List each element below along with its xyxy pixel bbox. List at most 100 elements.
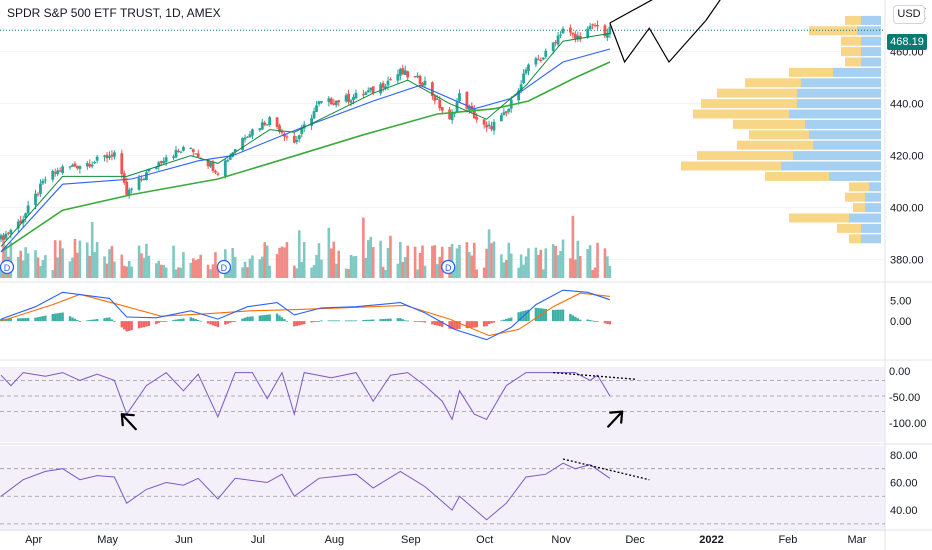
candle-body[interactable] — [265, 124, 269, 126]
candle-body[interactable] — [263, 122, 267, 125]
candle-body[interactable] — [519, 84, 523, 91]
candle-body[interactable] — [591, 24, 594, 26]
candle-body[interactable] — [379, 84, 383, 94]
candle-body[interactable] — [159, 161, 163, 164]
candle-body[interactable] — [381, 82, 385, 88]
candle-body[interactable] — [554, 42, 558, 44]
currency-button[interactable]: USD — [893, 5, 925, 24]
macd-pane[interactable] — [0, 289, 612, 341]
candle-body[interactable] — [573, 34, 577, 39]
candle-body[interactable] — [76, 165, 79, 169]
candle-body[interactable] — [258, 128, 262, 131]
candle-body[interactable] — [231, 152, 235, 157]
annotation-arrow[interactable] — [120, 413, 137, 431]
candle-body[interactable] — [556, 35, 560, 45]
candle-body[interactable] — [56, 170, 60, 175]
candle-body[interactable] — [421, 83, 424, 86]
candle-body[interactable] — [241, 138, 244, 151]
candle-body[interactable] — [191, 149, 195, 153]
candle-body[interactable] — [78, 166, 82, 169]
candle-body[interactable] — [588, 25, 592, 30]
candle-body[interactable] — [206, 159, 210, 167]
candle-body[interactable] — [251, 129, 254, 136]
candle-body[interactable] — [310, 118, 313, 126]
candle-body[interactable] — [435, 98, 439, 100]
candle-body[interactable] — [53, 172, 57, 174]
candle-body[interactable] — [522, 73, 525, 84]
candle-body[interactable] — [559, 34, 562, 36]
candle-body[interactable] — [507, 108, 511, 112]
candle-body[interactable] — [527, 64, 530, 71]
candle-body[interactable] — [125, 181, 129, 195]
projection-zigzag[interactable] — [609, 20, 707, 64]
candle-body[interactable] — [364, 92, 368, 96]
candle-body[interactable] — [174, 149, 178, 158]
candle-body[interactable] — [211, 162, 215, 171]
candle-body[interactable] — [268, 117, 272, 125]
candle-body[interactable] — [130, 188, 134, 190]
annotation-arrow[interactable] — [607, 410, 624, 428]
candle-body[interactable] — [475, 117, 479, 120]
candle-body[interactable] — [260, 122, 264, 130]
candle-body[interactable] — [283, 133, 286, 137]
candle-body[interactable] — [398, 68, 402, 76]
candle-body[interactable] — [337, 100, 341, 103]
candle-body[interactable] — [418, 75, 422, 84]
candle-body[interactable] — [73, 163, 77, 167]
candle-body[interactable] — [369, 87, 373, 91]
candle-body[interactable] — [458, 93, 461, 101]
candle-body[interactable] — [162, 161, 166, 164]
candle-body[interactable] — [571, 32, 575, 35]
candle-body[interactable] — [605, 33, 609, 38]
candle-body[interactable] — [453, 112, 456, 114]
candle-body[interactable] — [108, 155, 111, 158]
candle-body[interactable] — [502, 112, 506, 116]
candle-body[interactable] — [403, 70, 407, 75]
candle-body[interactable] — [16, 221, 20, 229]
candle-body[interactable] — [103, 155, 106, 157]
candle-body[interactable] — [406, 71, 410, 78]
candle-body[interactable] — [39, 183, 42, 194]
candle-body[interactable] — [413, 76, 417, 78]
candle-body[interactable] — [450, 113, 454, 121]
candle-body[interactable] — [389, 79, 392, 81]
candle-body[interactable] — [430, 82, 434, 97]
candle-body[interactable] — [172, 156, 175, 158]
candle-body[interactable] — [384, 86, 387, 89]
candle-body[interactable] — [275, 117, 279, 127]
candle-body[interactable] — [524, 69, 528, 74]
candle-body[interactable] — [423, 80, 427, 86]
candle-body[interactable] — [440, 107, 444, 111]
candle-body[interactable] — [534, 58, 538, 65]
candle-body[interactable] — [312, 111, 316, 119]
candle-body[interactable] — [544, 50, 548, 57]
candle-body[interactable] — [352, 96, 355, 100]
candle-body[interactable] — [371, 86, 375, 94]
candle-body[interactable] — [177, 150, 180, 152]
candle-body[interactable] — [209, 162, 212, 167]
candle-body[interactable] — [9, 229, 13, 234]
candle-body[interactable] — [317, 101, 321, 105]
candle-body[interactable] — [596, 24, 599, 27]
candle-body[interactable] — [551, 42, 555, 51]
candle-body[interactable] — [2, 235, 5, 241]
candle-body[interactable] — [354, 92, 358, 99]
candle-body[interactable] — [34, 193, 37, 205]
candle-body[interactable] — [142, 178, 146, 181]
candle-body[interactable] — [68, 166, 72, 168]
candle-body[interactable] — [465, 92, 469, 109]
candle-body[interactable] — [490, 126, 493, 130]
candle-body[interactable] — [349, 100, 353, 103]
candle-body[interactable] — [300, 127, 304, 134]
candle-body[interactable] — [504, 111, 508, 114]
candle-body[interactable] — [332, 103, 336, 105]
candle-body[interactable] — [85, 163, 89, 167]
candle-body[interactable] — [228, 155, 232, 160]
candle-body[interactable] — [448, 109, 452, 120]
candle-body[interactable] — [433, 95, 437, 101]
candle-body[interactable] — [485, 124, 489, 128]
candle-body[interactable] — [182, 147, 185, 151]
candle-body[interactable] — [164, 157, 168, 162]
